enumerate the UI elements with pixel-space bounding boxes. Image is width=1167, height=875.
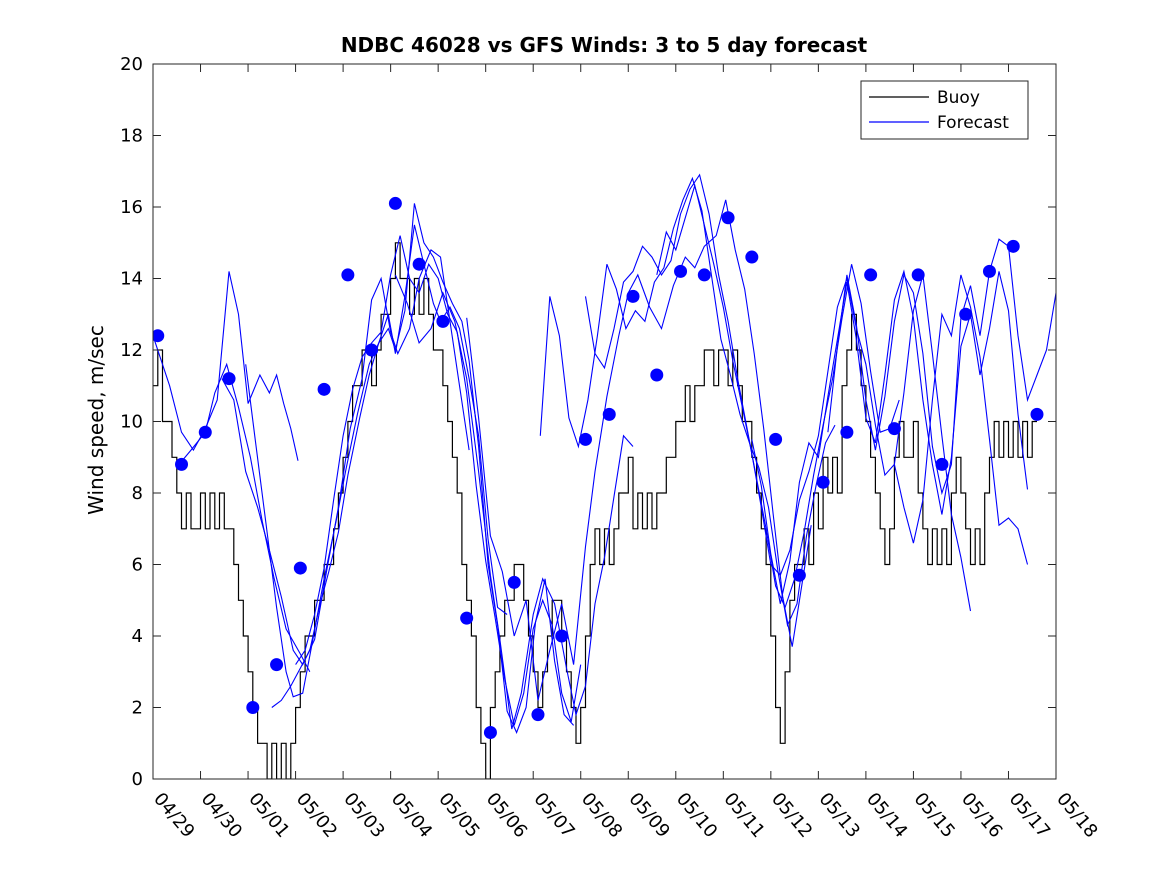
legend-box [860,80,1029,140]
forecast-marker-10 [365,343,379,357]
forecast-line-6 [295,235,582,726]
forecast-marker-2 [175,457,189,471]
forecast-marker-25 [721,211,735,225]
legend-label-forecast: Forecast [937,113,1009,133]
forecast-marker-11 [388,196,402,210]
forecast-marker-21 [626,289,640,303]
chart-title: NDBC 46028 vs GFS Winds: 3 to 5 day fore… [341,33,868,57]
forecast-marker-9 [341,268,355,282]
y-tick-label-10: 10 [120,412,143,433]
forecast-line-7 [394,274,634,730]
forecast-marker-14 [460,611,474,625]
forecast-marker-16 [507,575,521,589]
y-axis-label: Wind speed, m/sec [84,325,108,515]
forecast-line-13 [827,238,1056,496]
y-tick-label-4: 4 [132,626,143,647]
forecast-line-3 [221,249,470,666]
forecast-line-1 [153,271,299,461]
forecast-marker-32 [887,422,901,436]
forecast-marker-23 [674,264,688,278]
forecast-marker-36 [982,264,996,278]
legend: Buoy Forecast [860,80,1029,140]
forecast-line-5 [271,203,575,734]
forecast-marker-4 [222,372,236,386]
forecast-marker-17 [531,708,545,722]
forecast-marker-35 [959,307,973,321]
y-tick-label-14: 14 [120,269,143,290]
y-tick-label-16: 16 [120,197,143,218]
forecast-marker-29 [816,475,830,489]
forecast-marker-3 [198,425,212,439]
forecast-marker-12 [412,257,426,271]
legend-label-buoy: Buoy [937,88,980,108]
forecast-marker-8 [317,382,331,396]
forecast-marker-24 [697,268,711,282]
forecast-marker-13 [436,314,450,328]
forecast-marker-20 [602,407,616,421]
forecast-line-11 [656,183,972,612]
y-tick-label-8: 8 [132,483,143,504]
y-tick-label-6: 6 [132,555,143,576]
y-tick-label-20: 20 [120,54,143,75]
forecast-marker-22 [650,368,664,382]
y-tick-label-0: 0 [132,769,143,790]
forecast-marker-37 [1006,239,1020,253]
forecast-line-4 [245,224,508,698]
forecast-line-14 [893,274,1029,565]
y-tick-label-2: 2 [132,698,143,719]
plot-area [153,173,1056,779]
forecast-marker-33 [911,268,925,282]
forecast-marker-26 [745,250,759,264]
forecast-marker-1 [153,329,165,343]
forecast-line-9 [539,176,836,628]
buoy-line [153,242,1037,779]
forecast-marker-6 [270,658,284,672]
forecast-marker-38 [1030,407,1044,421]
forecast-line-10 [584,173,900,609]
forecast-marker-5 [246,701,260,714]
y-tick-label-18: 18 [120,126,143,147]
forecast-marker-19 [578,432,592,446]
forecast-marker-28 [792,568,806,582]
forecast-line-8 [466,199,812,701]
plot-marks [153,173,1056,779]
forecast-marker-27 [769,432,783,446]
forecast-marker-31 [864,268,878,282]
forecast-marker-30 [840,425,854,439]
y-tick-label-12: 12 [120,340,143,361]
forecast-marker-34 [935,457,949,471]
forecast-marker-7 [293,561,307,575]
forecast-marker-15 [483,726,497,740]
forecast-marker-18 [555,629,569,643]
